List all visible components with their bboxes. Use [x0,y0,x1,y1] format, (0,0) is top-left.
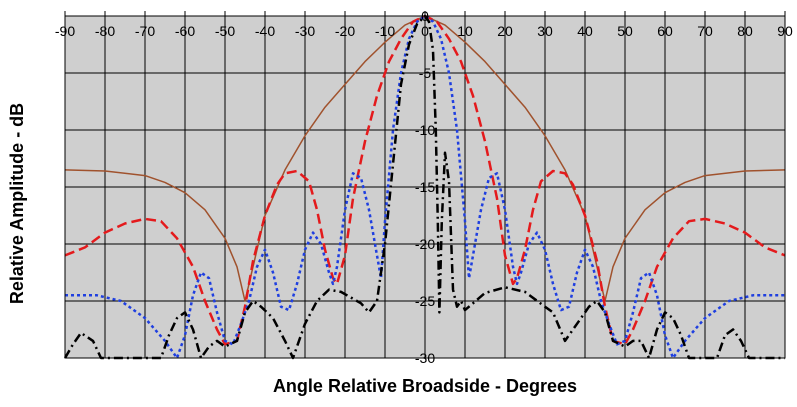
x-tick-label: 10 [457,23,473,39]
x-tick-label: 40 [577,23,593,39]
x-tick-label: 90 [777,23,793,39]
x-axis-title: Angle Relative Broadside - Degrees [272,376,578,396]
y-axis-title: Relative Amplitude - dB [3,0,33,407]
x-tick-label: 30 [537,23,553,39]
x-tick-label: -20 [335,23,355,39]
x-tick-label: -60 [175,23,195,39]
y-axis: 0 -5 -10 -15 -20 -25 -30 [415,8,435,366]
x-tick-label: -40 [255,23,275,39]
x-tick-label: -70 [135,23,155,39]
y-axis-title-text: Relative Amplitude - dB [7,102,28,305]
x-tick-label: -90 [55,23,75,39]
y-tick-label: -25 [415,293,435,309]
x-tick-label: 20 [497,23,513,39]
y-tick-label: -20 [415,236,435,252]
x-tick-label: -80 [95,23,115,39]
y-tick-label: 0 [421,8,429,24]
y-tick-label: -5 [419,65,432,81]
series-line-4 [63,14,785,360]
y-tick-label: -30 [415,350,435,366]
x-tick-label: 70 [697,23,713,39]
x-tick-label: 50 [617,23,633,39]
x-tick-label: 0 [421,23,429,39]
x-tick-label: -30 [295,23,315,39]
x-tick-label: 80 [737,23,753,39]
x-tick-label: -10 [375,23,395,39]
x-axis: -90 -80 -70 -60 -50 -40 -30 -20 -10 0 10 20 30 40 50 60… [55,11,793,39]
x-tick-label: -50 [215,23,235,39]
series-line-3 [65,14,785,360]
y-tick-label: -10 [415,122,435,138]
x-tick-label: 60 [657,23,673,39]
y-tick-label: -15 [415,179,435,195]
